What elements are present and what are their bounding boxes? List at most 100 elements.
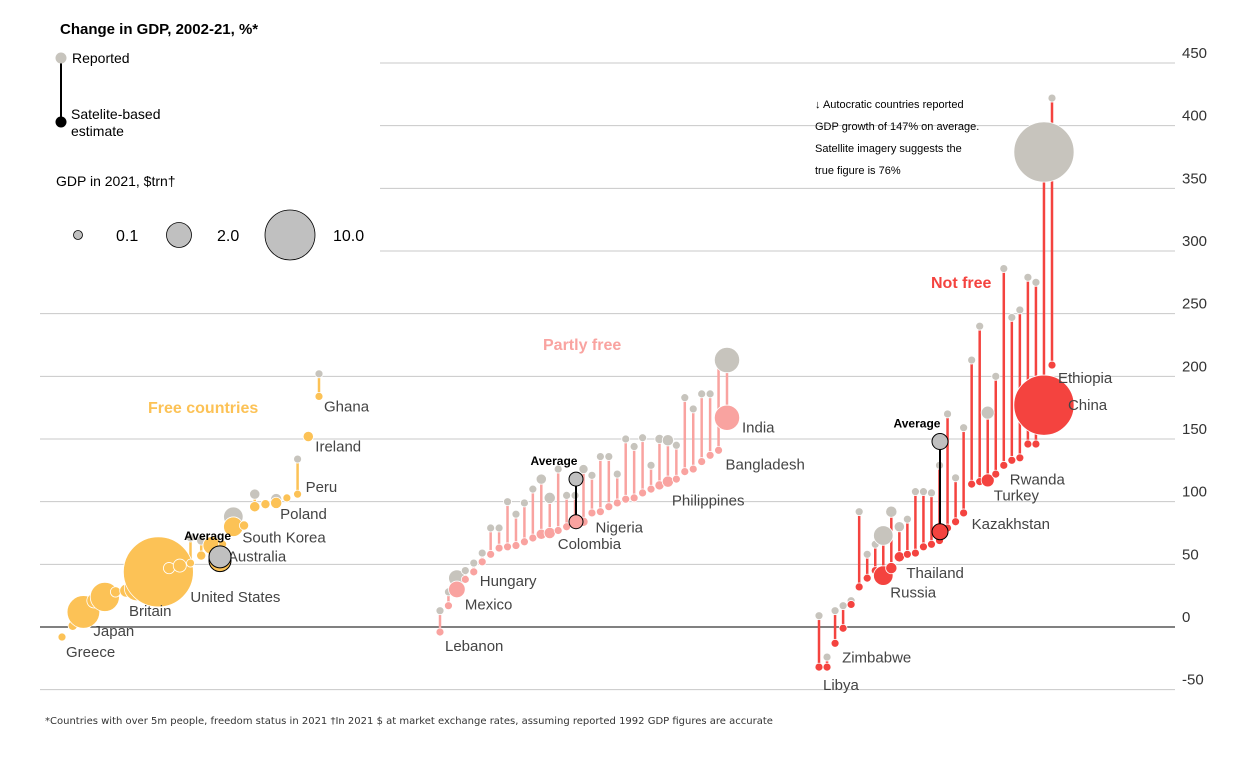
estimate-point — [302, 430, 314, 443]
reported-point — [460, 566, 470, 576]
estimate-markers — [814, 360, 1075, 672]
estimate-point — [469, 567, 479, 577]
estimate-point — [951, 517, 960, 527]
estimate-point — [893, 551, 905, 563]
reported-point — [911, 487, 920, 497]
legend-reported-label: Reported — [72, 50, 130, 66]
estimate-point — [846, 600, 856, 609]
average-estimate-point — [568, 514, 584, 530]
reported-point — [873, 525, 894, 546]
annotation-line-3: Satellite imagery suggests the — [815, 143, 962, 155]
reported-point — [680, 393, 690, 403]
estimate-point — [604, 502, 614, 512]
average-reported-point — [208, 545, 232, 569]
estimate-point — [239, 520, 250, 531]
estimate-point — [486, 549, 496, 559]
reported-point — [967, 355, 977, 365]
y-tick-label: 250 — [1182, 296, 1207, 313]
reported-point — [885, 505, 898, 518]
reported-point — [661, 434, 674, 447]
reported-point — [249, 488, 261, 500]
estimate-point — [282, 493, 292, 503]
group-title-partly-free: Partly free — [543, 337, 621, 354]
average-estimate-point — [931, 523, 949, 541]
y-tick-label: -50 — [1182, 672, 1204, 689]
reported-point — [535, 473, 547, 485]
y-tick-label: 150 — [1182, 421, 1207, 438]
y-tick-label: 350 — [1182, 170, 1207, 187]
reported-point — [893, 521, 905, 533]
country-label: Lebanon — [445, 638, 503, 655]
data-marks: Greece Japan Britain United States Australia… — [57, 93, 1113, 694]
estimate-point — [260, 499, 271, 510]
reported-point — [1013, 121, 1075, 183]
estimate-markers — [435, 404, 741, 637]
footnote: *Countries with over 5m people, freedom … — [45, 716, 773, 727]
estimate-point — [646, 484, 656, 494]
country-label: Thailand — [906, 565, 964, 582]
reported-point — [1015, 305, 1025, 315]
estimate-point — [967, 479, 977, 489]
estimate-point — [959, 508, 969, 518]
estimate-point — [671, 474, 681, 484]
country-label: Nigeria — [596, 520, 644, 537]
estimate-point — [172, 558, 187, 573]
reported-point — [1007, 313, 1017, 322]
reported-point — [494, 523, 504, 533]
estimate-point — [1031, 439, 1041, 449]
reported-point — [578, 464, 589, 475]
reported-point — [927, 488, 936, 498]
reported-point — [629, 442, 639, 451]
country-label: Ethiopia — [1058, 370, 1113, 387]
estimate-point — [196, 550, 207, 561]
legend-estimate-label: Satelite-based estimate — [71, 106, 161, 139]
reported-markers — [814, 93, 1075, 662]
country-label: Japan — [93, 623, 134, 640]
chart-title: Change in GDP, 2002-21, %* — [60, 21, 258, 38]
reported-point — [975, 321, 985, 331]
estimate-point — [902, 549, 912, 559]
reported-point — [604, 452, 614, 461]
y-tick-label: 200 — [1182, 358, 1207, 375]
y-tick-label: 50 — [1182, 546, 1199, 563]
estimate-point — [713, 404, 741, 431]
legend-size-label-large: 10.0 — [333, 228, 364, 245]
y-tick-label: 450 — [1182, 45, 1207, 62]
y-tick-label: 100 — [1182, 484, 1207, 501]
reported-point — [697, 389, 707, 399]
estimate-point — [444, 601, 453, 611]
estimate-point — [714, 445, 723, 455]
estimate-point — [543, 526, 556, 540]
country-label: Mexico — [465, 596, 513, 613]
estimate-point — [999, 460, 1009, 470]
reported-point — [621, 434, 631, 444]
estimate-markers — [57, 391, 324, 642]
reported-point — [902, 514, 912, 524]
y-tick-label: 300 — [1182, 233, 1207, 250]
legend-size-marker-medium — [166, 222, 192, 248]
reported-point — [671, 440, 681, 450]
estimate-point — [314, 391, 324, 401]
estimate-point — [885, 562, 898, 575]
group-title-free: Free countries — [148, 400, 258, 417]
estimate-point — [862, 573, 872, 583]
reported-point — [951, 473, 960, 483]
estimate-point — [249, 501, 261, 513]
estimate-point — [186, 558, 195, 568]
country-label: South Korea — [242, 530, 326, 547]
reported-point — [511, 509, 521, 519]
legend-estimate-label-line: Satelite-based — [71, 106, 161, 122]
y-tick-label: 400 — [1182, 108, 1207, 125]
estimate-point — [629, 493, 639, 503]
reported-point — [1023, 272, 1033, 282]
estimate-point — [448, 580, 466, 599]
average-reported-point — [568, 471, 584, 487]
estimate-point — [838, 623, 848, 633]
average-label: Average — [531, 454, 578, 468]
reported-point — [293, 454, 302, 464]
estimate-point — [1047, 360, 1057, 370]
estimate-point — [661, 475, 674, 488]
estimate-point — [911, 548, 920, 558]
